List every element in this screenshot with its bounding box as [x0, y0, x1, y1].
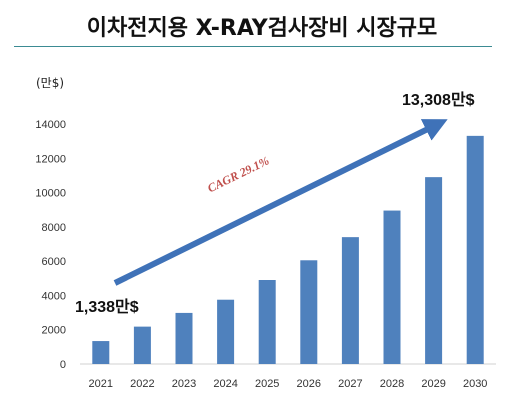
y-tick-label: 0 [60, 359, 66, 371]
bar-2024 [217, 299, 235, 364]
x-tick-label: 2029 [421, 378, 445, 390]
growth-arrow [113, 119, 448, 286]
x-tick-label: 2026 [297, 378, 321, 390]
x-tick-label: 2027 [338, 378, 362, 390]
x-tick-label: 2030 [463, 378, 487, 390]
y-tick-label: 10000 [35, 188, 66, 200]
y-unit-label: (만$) [36, 76, 65, 90]
bar-2027 [341, 237, 359, 364]
x-tick-label: 2023 [172, 378, 196, 390]
x-tick-label: 2028 [380, 378, 404, 390]
y-tick-label: 6000 [42, 256, 66, 268]
cagr-label: CAGR 29.1% [205, 153, 271, 195]
x-tick-label: 2024 [213, 378, 237, 390]
x-tick-label: 2025 [255, 378, 279, 390]
y-tick-label: 4000 [42, 290, 66, 302]
bar-2029 [425, 177, 443, 364]
y-tick-label: 8000 [42, 222, 66, 234]
y-tick-label: 14000 [35, 119, 66, 131]
start-value-label: 1,338만$ [75, 298, 139, 316]
x-axis-ticks: 2021 2022 2023 2024 2025 2026 2027 2028 2029 2030 [89, 378, 488, 390]
y-tick-label: 12000 [35, 153, 66, 165]
bar-2030 [466, 135, 484, 364]
y-axis-ticks: 0 2000 4000 6000 8000 10000 12000 14000 [35, 119, 66, 371]
bar-2028 [383, 210, 401, 364]
bar-2023 [175, 312, 193, 364]
end-value-label: 13,308만$ [402, 91, 475, 109]
bars [92, 135, 484, 364]
bar-2021 [92, 341, 110, 364]
x-tick-label: 2022 [130, 378, 154, 390]
y-tick-label: 2000 [42, 325, 66, 337]
chart-title: 이차전지용 X-RAY검사장비 시장규모 [86, 16, 438, 41]
bar-2025 [258, 280, 276, 364]
bar-2022 [133, 326, 151, 364]
title-divider [14, 46, 492, 47]
bar-2026 [300, 260, 318, 364]
x-tick-label: 2021 [89, 378, 113, 390]
